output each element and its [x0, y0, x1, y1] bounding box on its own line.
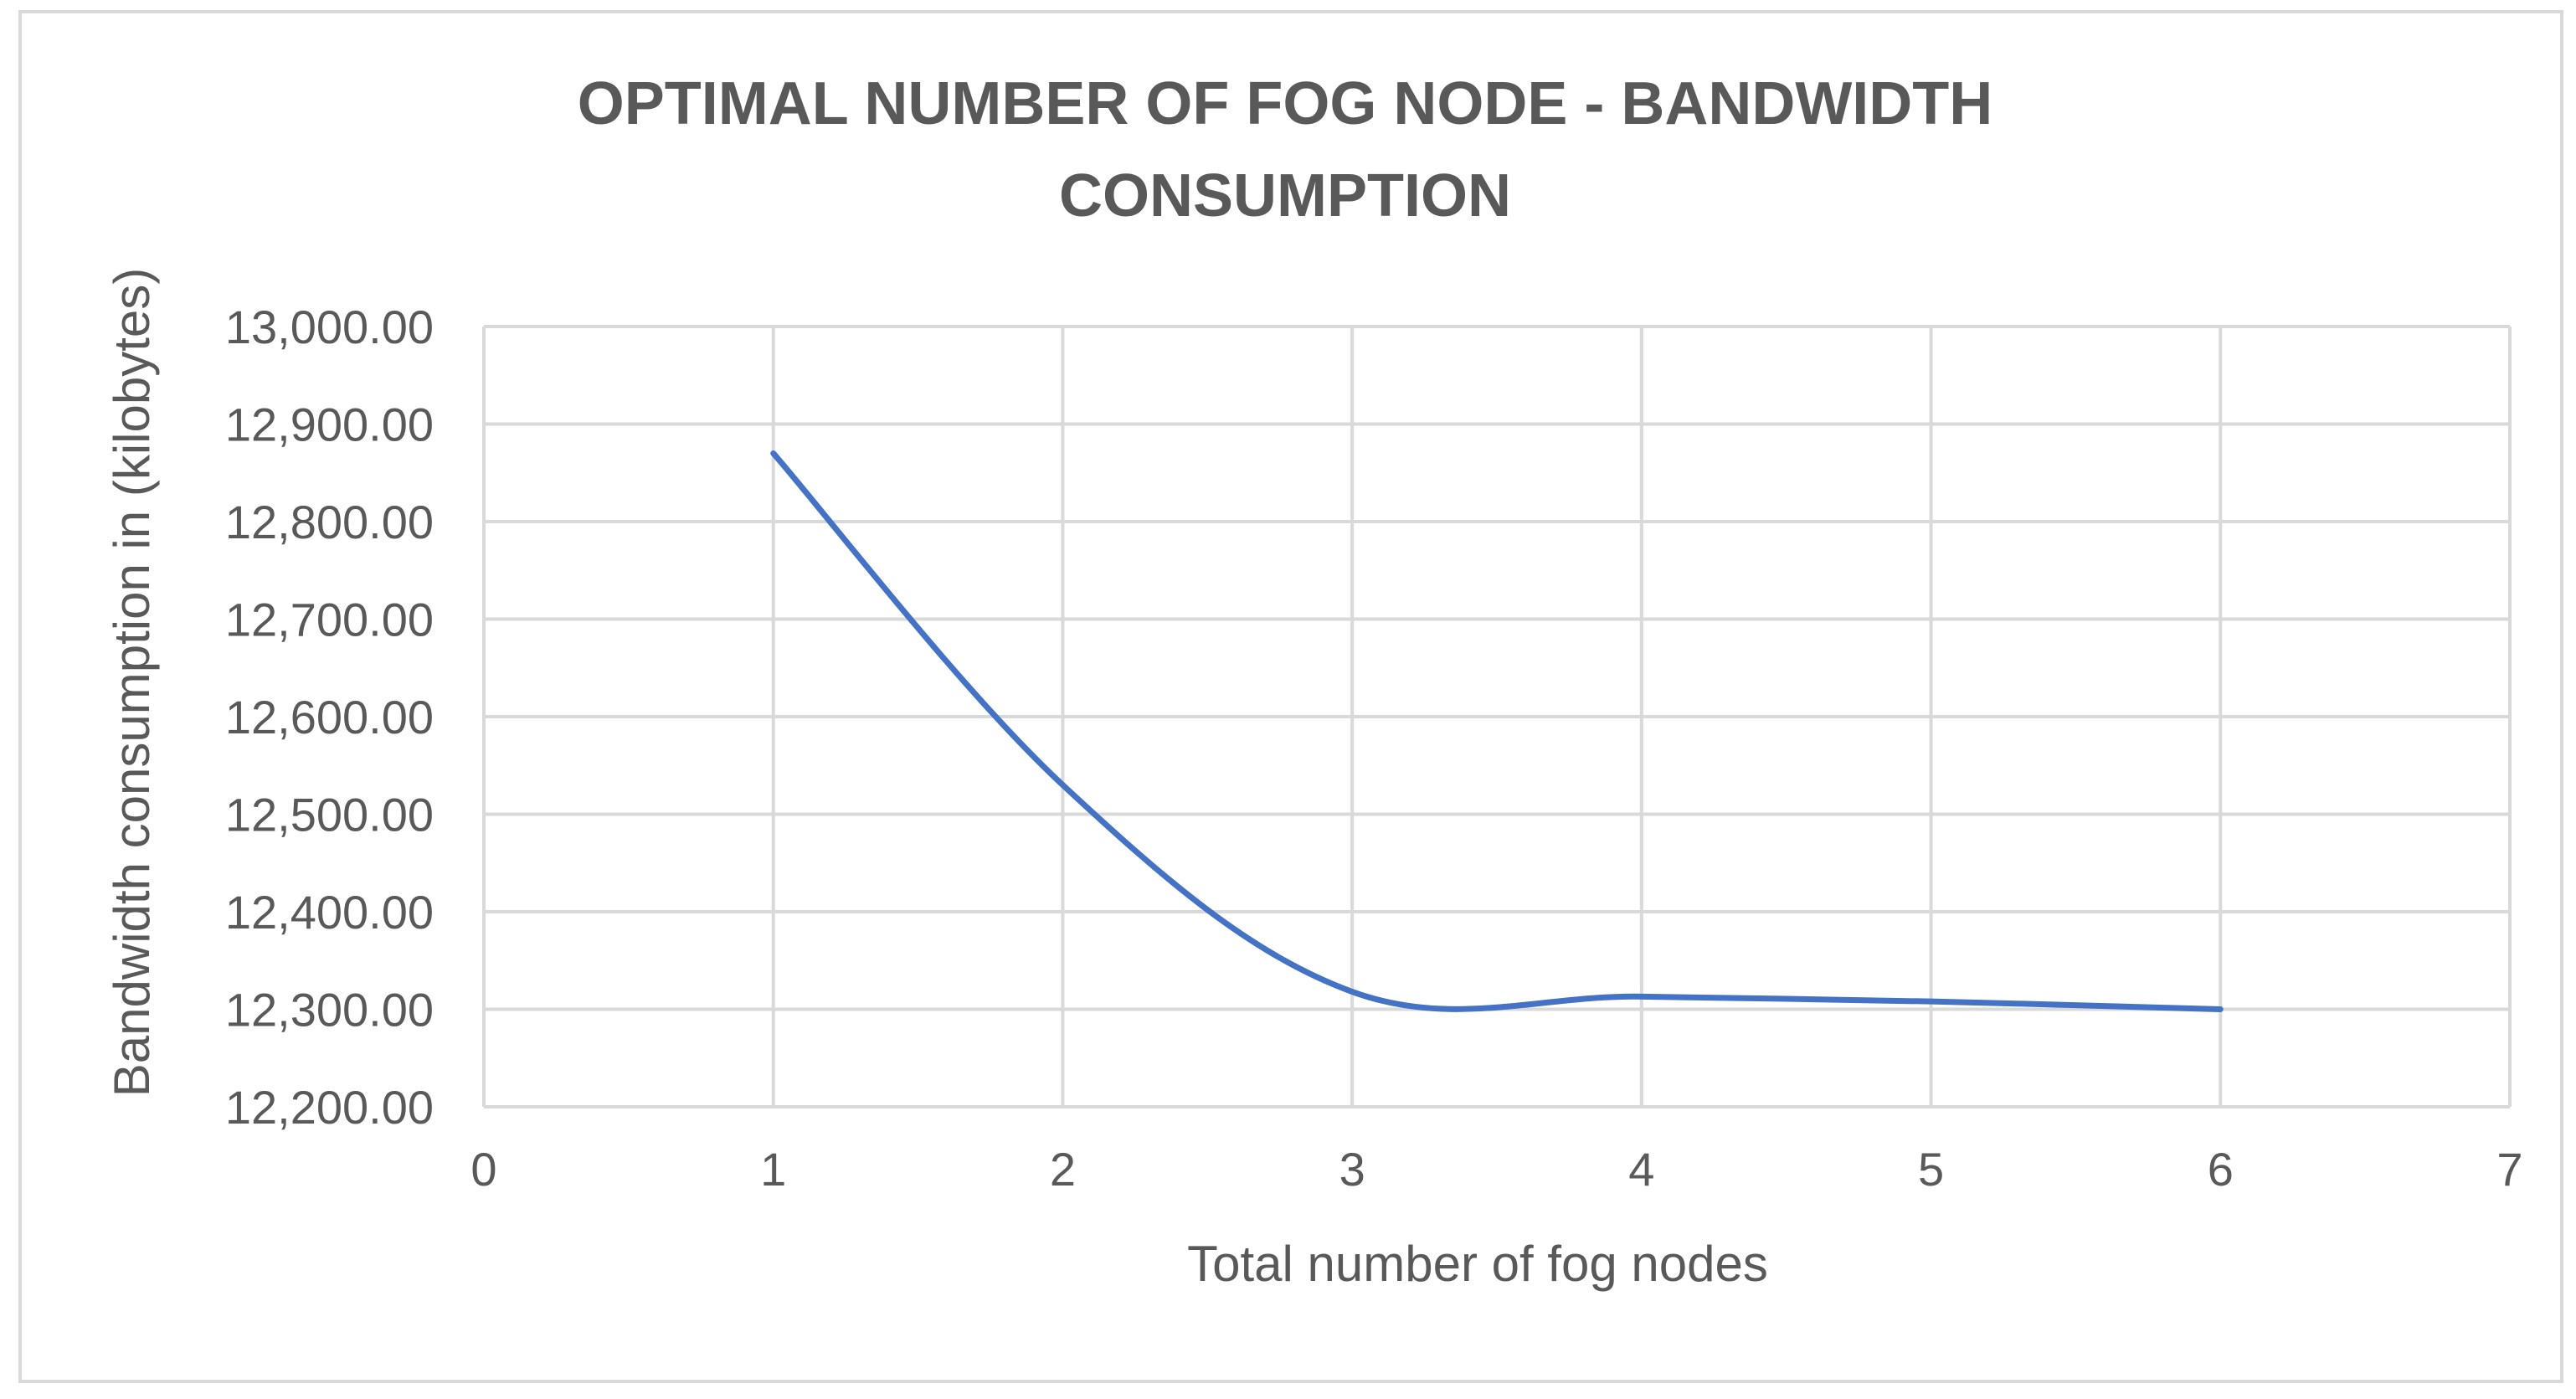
y-tick-label: 12,800.00	[225, 496, 434, 548]
x-tick-label: 5	[1918, 1143, 1944, 1196]
x-tick-label: 7	[2496, 1143, 2522, 1196]
x-axis-label: Total number of fog nodes	[1187, 1236, 1768, 1292]
grid-lines	[482, 325, 2512, 1108]
series-layer	[770, 450, 2224, 1012]
y-axis-label: Bandwidth consumption in (kilobytes)	[104, 268, 160, 1098]
y-tick-label: 12,500.00	[225, 789, 434, 841]
data-point	[1929, 999, 1934, 1004]
y-tick-label: 12,900.00	[225, 399, 434, 451]
x-tick-label: 1	[760, 1143, 786, 1196]
y-tick-label: 12,700.00	[225, 594, 434, 646]
x-tick-label: 0	[470, 1143, 496, 1196]
x-tick-label: 6	[2208, 1143, 2234, 1196]
data-point	[2218, 1007, 2223, 1012]
y-tick-label: 12,600.00	[225, 691, 434, 743]
chart-frame	[18, 10, 2563, 1383]
x-tick-label: 4	[1628, 1143, 1654, 1196]
chart-title-line-2: CONSUMPTION	[1059, 162, 1511, 229]
y-tick-label: 12,200.00	[225, 1081, 434, 1134]
series-line	[770, 450, 2224, 1012]
data-point	[771, 450, 776, 455]
data-point	[1639, 994, 1644, 999]
y-tick-label: 12,300.00	[225, 984, 434, 1036]
chart-title-line-1: OPTIMAL NUMBER OF FOG NODE - BANDWIDTH	[578, 70, 1993, 137]
y-axis-ticks: 12,200.00 12,300.00 12,400.00 12,500.00 12,6…	[225, 301, 434, 1134]
x-tick-label: 2	[1050, 1143, 1076, 1196]
y-tick-label: 13,000.00	[225, 301, 434, 353]
x-tick-label: 3	[1339, 1143, 1365, 1196]
data-point	[1060, 783, 1065, 788]
data-point	[1350, 990, 1355, 995]
x-axis-ticks: 0 1 2 3 4 5 6 7	[470, 1143, 2522, 1196]
y-tick-label: 12,400.00	[225, 886, 434, 939]
